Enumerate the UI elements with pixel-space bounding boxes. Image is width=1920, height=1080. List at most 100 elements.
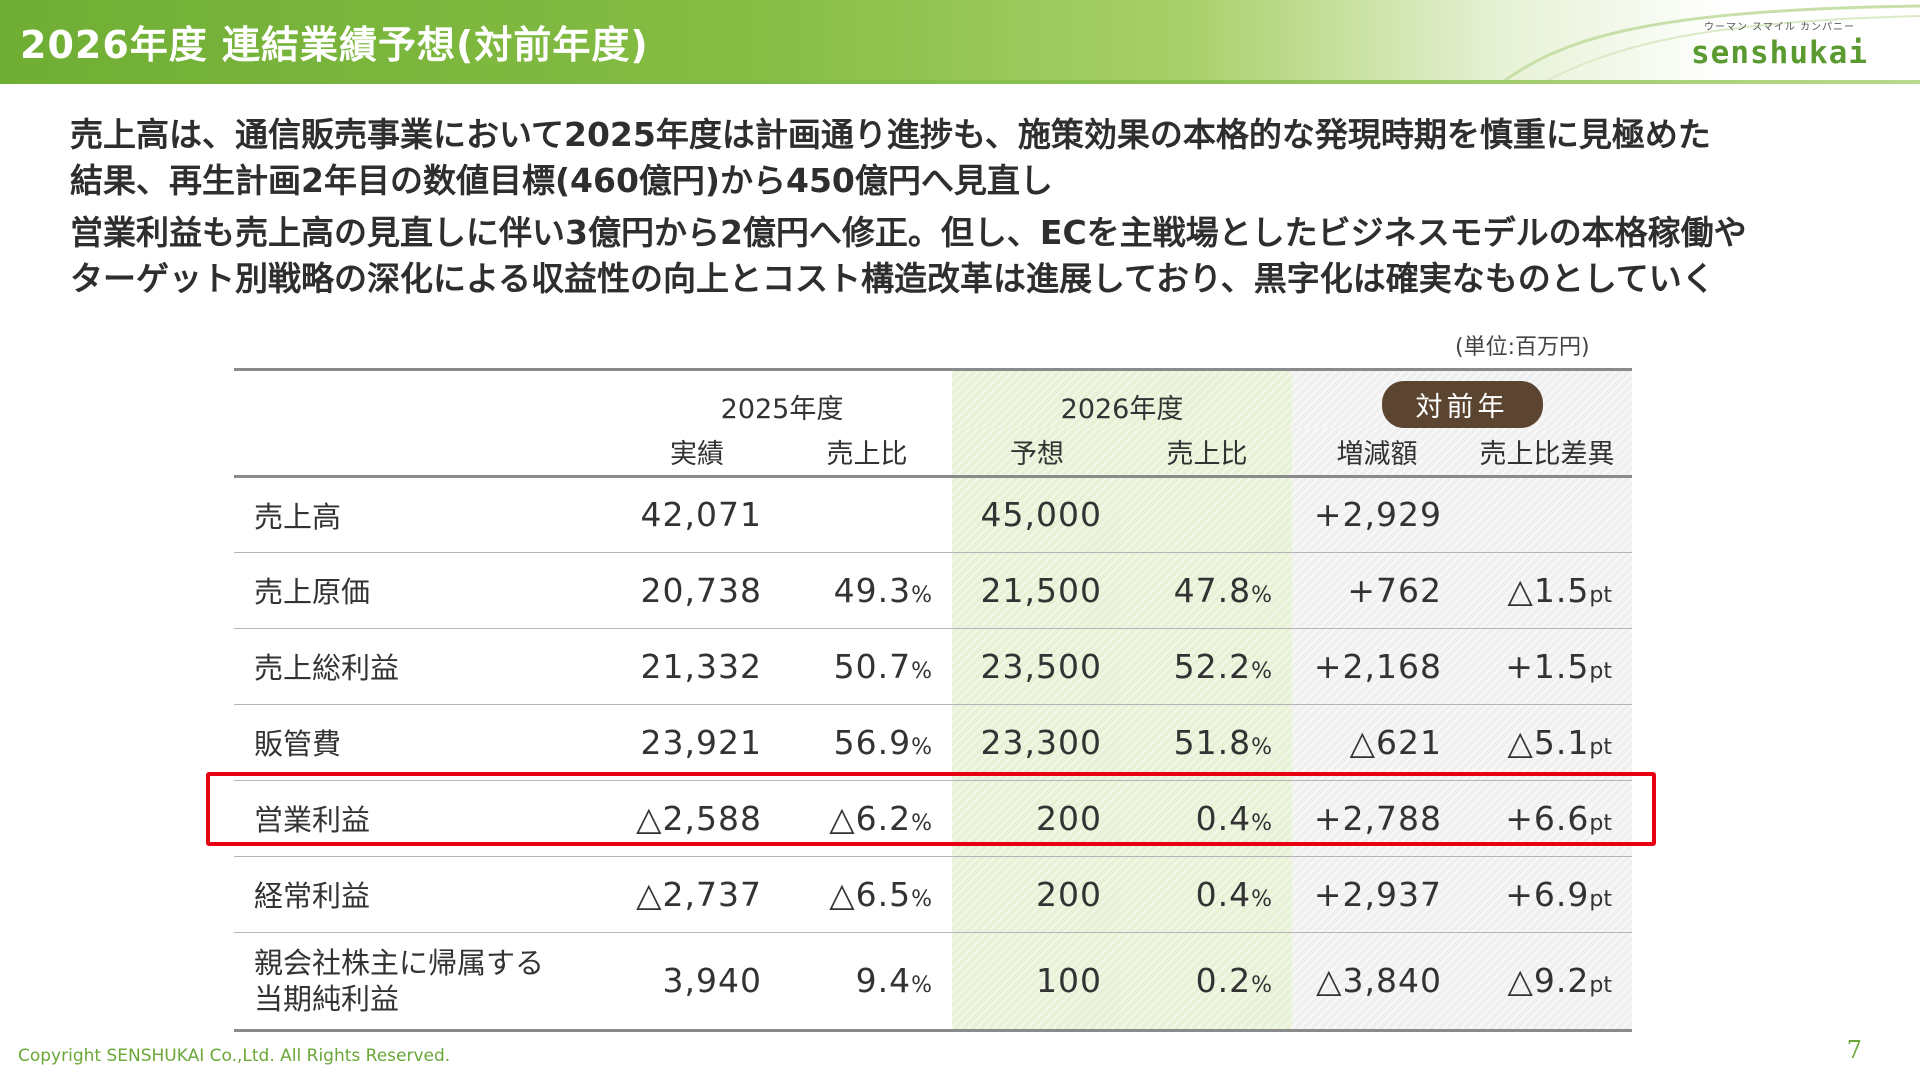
- cell-ratio-diff: △9.2pt: [1462, 932, 1632, 1030]
- company-logo: ウーマン スマイル カンパニー senshukai: [1691, 18, 1868, 71]
- percent-suffix: %: [1251, 582, 1272, 608]
- table-row: 親会社株主に帰属する 当期純利益 3,940 9.4% 100 0.2% △3,…: [234, 932, 1632, 1030]
- lead-paragraph-profit: 営業利益も売上高の見直しに伴い3億円から2億円へ修正。但し、ECを主戦場としたビ…: [70, 210, 1870, 302]
- subheader-change: 増減額: [1292, 428, 1462, 476]
- table-row: 経常利益 △2,737 △6.5% 200 0.4% +2,937 +6.9pt: [234, 856, 1632, 932]
- ratio-value: 0.4: [1195, 798, 1252, 838]
- cell-ratio-2025: 56.9%: [782, 704, 952, 780]
- pt-suffix: pt: [1589, 886, 1612, 912]
- cell-actual: 42,071: [640, 495, 762, 534]
- logo-wordmark: senshukai: [1691, 35, 1868, 71]
- cell-change: △3,840: [1292, 932, 1462, 1030]
- cell-actual: △2,737: [636, 874, 762, 914]
- cell-ratio-diff: △5.1pt: [1462, 704, 1632, 780]
- ratio-value: 0.4: [1195, 874, 1252, 914]
- percent-suffix: %: [1251, 973, 1272, 998]
- cell-ratio-2026: [1122, 476, 1292, 552]
- page-title: 2026年度 連結業績予想(対前年度): [20, 23, 649, 67]
- header-empty-cell: [234, 428, 612, 476]
- cell-forecast: 21,500: [952, 552, 1122, 628]
- cell-ratio-diff: +1.5pt: [1462, 628, 1632, 704]
- percent-suffix: %: [911, 658, 932, 684]
- pt-suffix: pt: [1589, 658, 1612, 684]
- lead-line: 売上高は、通信販売事業において2025年度は計画通り進捗も、施策効果の本格的な発…: [70, 115, 1711, 154]
- cell-forecast: 23,300: [952, 704, 1122, 780]
- cell-forecast: 45,000: [952, 476, 1122, 552]
- percent-suffix: %: [1251, 810, 1272, 836]
- ratio-value: 9.4: [855, 961, 912, 1000]
- header-bar: 2026年度 連結業績予想(対前年度): [0, 0, 1920, 80]
- ratio-value: 52.2: [1173, 646, 1252, 686]
- percent-suffix: %: [911, 973, 932, 998]
- table-row: 売上総利益 21,332 50.7% 23,500 52.2% +2,168 +…: [234, 628, 1632, 704]
- header-underline: [0, 80, 1920, 84]
- header-fy2025: 2025年度: [720, 394, 844, 425]
- subheader-ratio-diff: 売上比差異: [1462, 428, 1632, 476]
- forecast-table: 2025年度 2026年度 対前年 実績 売上比 予想 売上比 増減額 売上比差…: [234, 368, 1632, 1032]
- row-label: 経常利益: [254, 879, 371, 913]
- cell-forecast: 23,500: [952, 628, 1122, 704]
- page-number: 7: [1846, 1036, 1862, 1064]
- header-yoy: 対前年: [1292, 369, 1632, 428]
- cell-ratio-2026: 52.2%: [1122, 628, 1292, 704]
- diff-value: +1.5: [1505, 646, 1590, 686]
- row-label-line: 当期純利益: [254, 981, 400, 1016]
- cell-ratio-2026: 47.8%: [1122, 552, 1292, 628]
- cell-ratio-2025: [782, 476, 952, 552]
- percent-suffix: %: [1251, 734, 1272, 760]
- header-swoosh-decoration: [1500, 4, 1920, 84]
- header-empty-cell: [234, 370, 612, 429]
- ratio-value: 56.9: [833, 722, 912, 762]
- cell-change: +2,937: [1292, 856, 1462, 932]
- cell-actual: 21,332: [640, 646, 762, 686]
- cell-ratio-2025: △6.5%: [782, 856, 952, 932]
- table-row: 売上高 42,071 45,000 +2,929: [234, 476, 1632, 552]
- diff-value: △9.2: [1507, 961, 1590, 1000]
- row-label: 売上原価: [254, 575, 371, 609]
- lead-line: 営業利益も売上高の見直しに伴い3億円から2億円へ修正。但し、ECを主戦場としたビ…: [70, 213, 1747, 252]
- table-row: 売上原価 20,738 49.3% 21,500 47.8% +762 △1.5…: [234, 552, 1632, 628]
- subheader-ratio-2025: 売上比: [826, 438, 908, 470]
- cell-ratio-diff: △1.5pt: [1462, 552, 1632, 628]
- cell-ratio-2025: 9.4%: [782, 932, 952, 1030]
- cell-change: +762: [1292, 552, 1462, 628]
- ratio-value: 0.2: [1195, 961, 1252, 1000]
- cell-forecast: 200: [952, 856, 1122, 932]
- cell-ratio-2025: 50.7%: [782, 628, 952, 704]
- subheader-ratio-2026: 売上比: [1122, 428, 1292, 476]
- cell-ratio-2026: 0.4%: [1122, 856, 1292, 932]
- cell-change: +2,168: [1292, 628, 1462, 704]
- unit-note: (単位:百万円): [1455, 335, 1590, 360]
- diff-value: +6.9: [1505, 874, 1590, 914]
- yoy-badge: 対前年: [1381, 381, 1543, 428]
- percent-suffix: %: [911, 886, 932, 912]
- row-label: 売上高: [254, 499, 342, 534]
- pt-suffix: pt: [1589, 582, 1612, 608]
- subheader-actual: 実績: [670, 438, 724, 470]
- percent-suffix: %: [1251, 886, 1272, 912]
- ratio-value: 49.3: [833, 570, 912, 610]
- lead-paragraph-sales: 売上高は、通信販売事業において2025年度は計画通り進捗も、施策効果の本格的な発…: [70, 112, 1870, 204]
- row-label: 売上総利益: [254, 651, 400, 685]
- cell-ratio-2025: 49.3%: [782, 552, 952, 628]
- lead-line: ターゲット別戦略の深化による収益性の向上とコスト構造改革は進展しており、黒字化は…: [70, 259, 1715, 298]
- cell-ratio-2026: 51.8%: [1122, 704, 1292, 780]
- cell-ratio-diff: [1462, 476, 1632, 552]
- diff-value: +6.6: [1505, 798, 1590, 838]
- lead-line: 結果、再生計画2年目の数値目標(460億円)から450億円へ見直し: [70, 161, 1053, 200]
- operating-profit-highlight-box: [206, 772, 1656, 846]
- subheader-forecast: 予想: [952, 428, 1122, 476]
- cell-forecast: 100: [952, 932, 1122, 1030]
- row-label: 親会社株主に帰属する 当期純利益: [234, 932, 612, 1030]
- diff-value: △1.5: [1507, 570, 1590, 610]
- ratio-value: △6.2: [829, 798, 912, 838]
- cell-actual: 23,921: [640, 722, 762, 762]
- row-label: 営業利益: [254, 803, 371, 837]
- cell-ratio-2026: 0.2%: [1122, 932, 1292, 1030]
- diff-value: △5.1: [1507, 722, 1590, 762]
- percent-suffix: %: [911, 810, 932, 836]
- ratio-value: △6.5: [829, 874, 912, 914]
- cell-change: +2,929: [1292, 476, 1462, 552]
- cell-ratio-2025: △6.2%: [782, 780, 952, 856]
- copyright-text: Copyright SENSHUKAI Co.,Ltd. All Rights …: [18, 1046, 451, 1066]
